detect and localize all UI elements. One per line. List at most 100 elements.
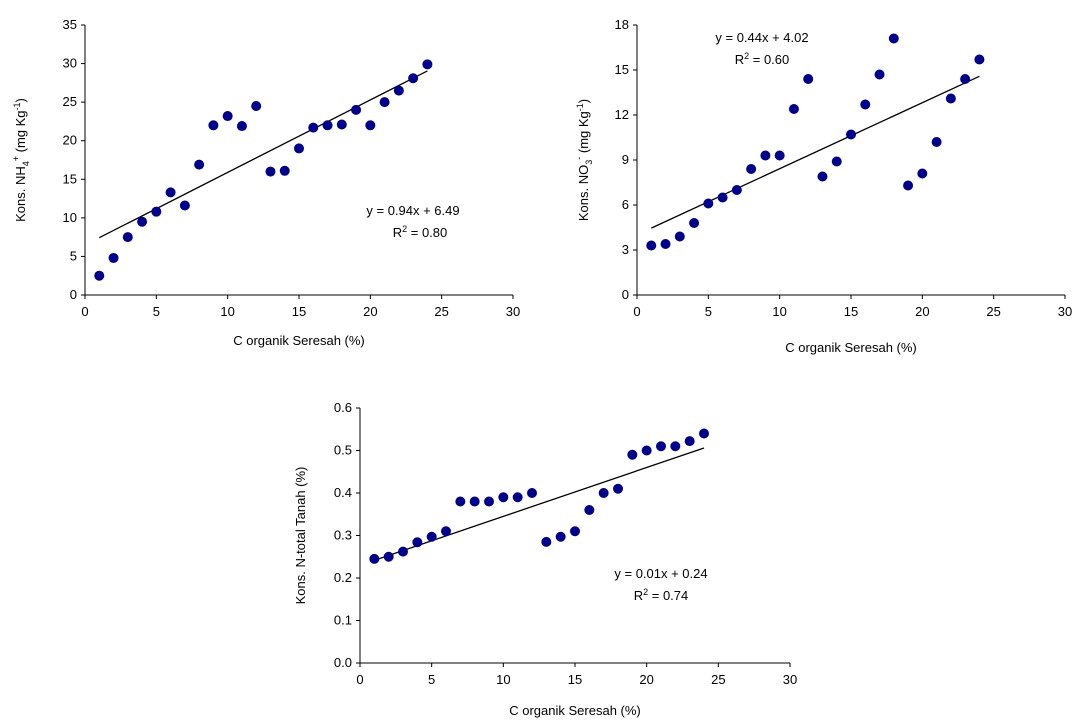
regression-equation: y = 0.94x + 6.49 xyxy=(366,203,459,218)
data-point xyxy=(627,449,638,460)
data-point xyxy=(498,492,509,503)
x-tick-label: 15 xyxy=(292,304,306,319)
regression-equation: y = 0.01x + 0.24 xyxy=(614,566,707,581)
data-point xyxy=(383,551,394,562)
data-point xyxy=(974,54,985,65)
data-point xyxy=(674,231,685,242)
y-tick-label: 0.6 xyxy=(334,400,352,415)
x-tick-label: 10 xyxy=(220,304,234,319)
data-point xyxy=(555,531,566,542)
x-tick-label: 15 xyxy=(568,672,582,687)
y-tick-label: 12 xyxy=(615,107,629,122)
y-label-text: Kons. NH xyxy=(13,166,28,222)
y-tick-label: 15 xyxy=(615,62,629,77)
data-point xyxy=(888,33,899,44)
y-tick-label: 0.1 xyxy=(334,613,352,628)
y-tick-label: 18 xyxy=(615,17,629,32)
x-tick-label: 20 xyxy=(915,304,929,319)
y-axis-label: Kons. NO3- (mg Kg-1) xyxy=(574,99,594,221)
data-point xyxy=(151,206,162,217)
data-point xyxy=(165,187,176,198)
x-tick-label: 25 xyxy=(711,672,725,687)
data-point xyxy=(703,198,714,209)
y-tick-label: 0.2 xyxy=(334,570,352,585)
data-point xyxy=(660,239,671,249)
data-point xyxy=(670,441,681,452)
data-point xyxy=(194,159,205,170)
data-point xyxy=(398,546,408,557)
data-point xyxy=(393,85,404,96)
data-point xyxy=(94,270,105,281)
data-point xyxy=(322,120,333,131)
data-point xyxy=(656,441,666,452)
r2-text: R xyxy=(393,225,402,240)
x-tick-label: 15 xyxy=(844,304,858,319)
r-squared-label: R2 = 0.74 xyxy=(634,587,689,603)
r2-value: = 0.60 xyxy=(749,52,789,67)
y-tick-label: 25 xyxy=(63,94,77,109)
y-tick-label: 5 xyxy=(70,248,77,263)
data-point xyxy=(831,156,842,167)
y-label-text: ) xyxy=(13,98,28,102)
x-axis-label: C organik Seresah (%) xyxy=(509,703,641,718)
data-point xyxy=(874,69,885,80)
data-point xyxy=(222,111,233,122)
y-axis-label: Kons. N-total Tanah (%) xyxy=(293,467,308,605)
r2-text: R xyxy=(735,52,744,67)
y-tick-label: 0 xyxy=(622,287,629,302)
data-point xyxy=(455,496,466,507)
r-squared-label: R2 = 0.80 xyxy=(393,224,448,240)
data-point xyxy=(931,137,942,147)
y-tick-label: 0.3 xyxy=(334,528,352,543)
x-tick-label: 25 xyxy=(986,304,1000,319)
data-point xyxy=(960,74,971,84)
data-point xyxy=(684,436,695,447)
x-tick-label: 0 xyxy=(356,672,363,687)
y-label-sup: -1 xyxy=(12,102,22,110)
x-tick-label: 0 xyxy=(81,304,88,319)
r2-sup: 2 xyxy=(402,224,407,234)
data-point xyxy=(860,99,871,110)
x-tick-label: 30 xyxy=(1058,304,1072,319)
y-tick-label: 15 xyxy=(63,171,77,186)
y-tick-label: 0 xyxy=(70,287,77,302)
data-point xyxy=(527,488,537,498)
x-axis-label: C organik Seresah (%) xyxy=(233,333,365,348)
y-tick-label: 6 xyxy=(622,197,629,212)
data-point xyxy=(731,185,742,195)
x-tick-label: 10 xyxy=(772,304,786,319)
data-point xyxy=(408,73,419,84)
data-point xyxy=(570,526,580,537)
y-tick-label: 0.0 xyxy=(334,655,352,670)
data-point xyxy=(689,218,700,228)
chart-2: 0 3 6 9 12 15 18 0 5 10 15 20 25 30 C organik Seresah … xyxy=(574,17,1072,355)
data-point xyxy=(426,531,437,542)
y-label-sub: 4 xyxy=(21,161,31,166)
data-point xyxy=(699,428,709,439)
data-point xyxy=(179,200,190,211)
y-label-sup: -1 xyxy=(575,103,585,111)
data-point xyxy=(917,168,928,179)
x-tick-label: 30 xyxy=(506,304,520,319)
regression-equation: y = 0.44x + 4.02 xyxy=(715,30,808,45)
data-point xyxy=(512,492,523,503)
data-point xyxy=(137,216,148,227)
data-point xyxy=(294,143,304,154)
data-point xyxy=(441,526,451,537)
data-point xyxy=(379,97,390,108)
data-point xyxy=(598,488,609,498)
data-point xyxy=(613,483,623,494)
data-point xyxy=(122,232,133,243)
y-label-sub: 3 xyxy=(584,160,594,165)
x-tick-label: 10 xyxy=(496,672,510,687)
data-point xyxy=(251,101,262,111)
data-point xyxy=(846,129,856,140)
x-axis-label: C organik Seresah (%) xyxy=(785,340,917,355)
data-point xyxy=(336,119,347,130)
data-point xyxy=(817,171,828,182)
x-tick-label: 20 xyxy=(639,672,653,687)
y-tick-label: 3 xyxy=(622,242,629,257)
r-squared-label: R2 = 0.60 xyxy=(735,51,790,67)
